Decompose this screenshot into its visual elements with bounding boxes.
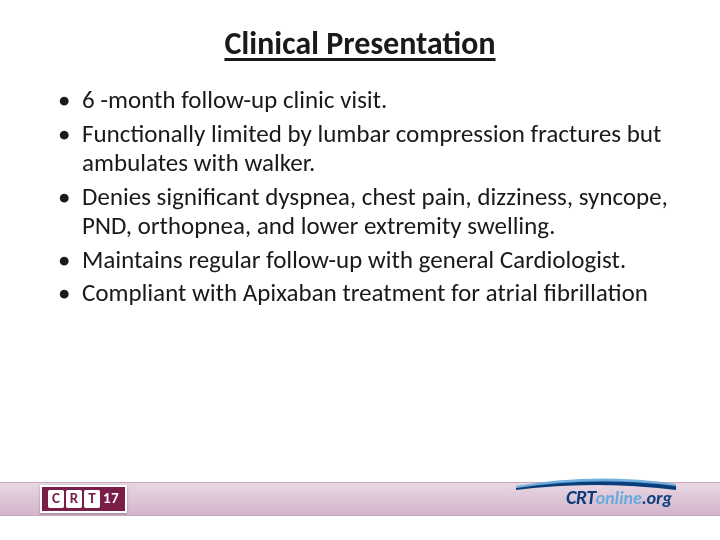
bullet-item: Maintains regular follow-up with general…: [58, 245, 676, 275]
crt-year: 17: [103, 490, 119, 508]
crt-letter-t: T: [84, 490, 100, 508]
crtonline-part1: CRT: [566, 486, 596, 510]
bullet-item: 6 -month follow-up clinic visit.: [58, 85, 676, 115]
crt-letters: C R T: [48, 490, 100, 508]
crt-badge: C R T 17: [40, 485, 127, 513]
bullet-item: Denies significant dyspnea, chest pain, …: [58, 182, 676, 241]
content-area: 6 -month follow-up clinic visit. Functio…: [0, 85, 720, 540]
bullet-item: Compliant with Apixaban treatment for at…: [58, 278, 676, 308]
crt17-logo: C R T 17: [40, 484, 127, 514]
crtonline-logo: CRT online .org: [566, 486, 672, 512]
crt-letter-r: R: [66, 490, 82, 508]
crtonline-part3: .org: [642, 487, 672, 509]
bullet-list: 6 -month follow-up clinic visit. Functio…: [58, 85, 676, 308]
slide: Clinical Presentation 6 -month follow-up…: [0, 0, 720, 540]
bullet-item: Functionally limited by lumbar compressi…: [58, 119, 676, 178]
crtonline-part2: online: [596, 487, 642, 509]
crt-letter-c: C: [48, 490, 64, 508]
footer: C R T 17 CRT online .org: [0, 476, 720, 522]
slide-title: Clinical Presentation: [0, 24, 720, 63]
